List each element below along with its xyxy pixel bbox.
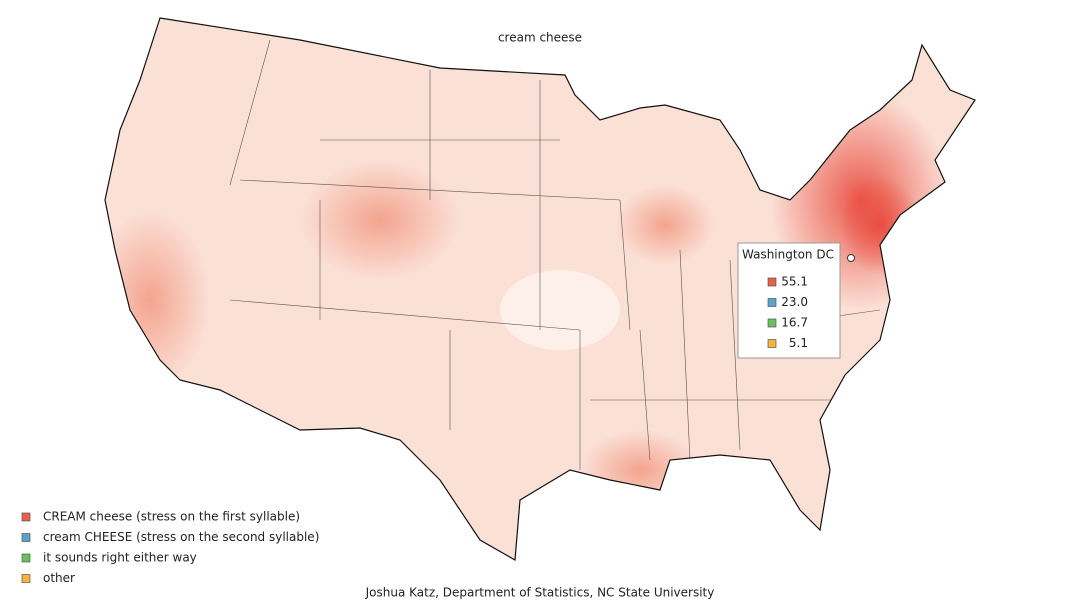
tooltip-swatch: [767, 298, 777, 307]
legend-label: other: [43, 571, 75, 585]
legend-label: it sounds right either way: [43, 551, 197, 565]
tooltip-place: Washington DC: [742, 248, 834, 262]
tooltip-swatch: [767, 339, 777, 348]
credit: Joshua Katz, Department of Statistics, N…: [365, 586, 715, 600]
legend-swatch: [21, 574, 31, 583]
tooltip-swatch: [767, 277, 777, 287]
location-marker: [847, 254, 855, 262]
tooltip: Washington DC: [737, 242, 841, 359]
legend-swatch: [21, 533, 31, 542]
legend-label: cream CHEESE (stress on the second sylla…: [43, 530, 319, 544]
tooltip-swatch: [767, 318, 777, 328]
map-title: cream cheese: [498, 31, 582, 45]
legend-swatch: [21, 553, 31, 563]
tooltip-value: 16.7: [781, 316, 808, 330]
tooltip-value: 55.1: [781, 275, 808, 289]
legend-swatch: [21, 512, 31, 522]
legend-label: CREAM cheese (stress on the first syllab…: [43, 510, 300, 524]
tooltip-value: 23.0: [781, 295, 808, 309]
tooltip-value: 5.1: [789, 336, 808, 350]
